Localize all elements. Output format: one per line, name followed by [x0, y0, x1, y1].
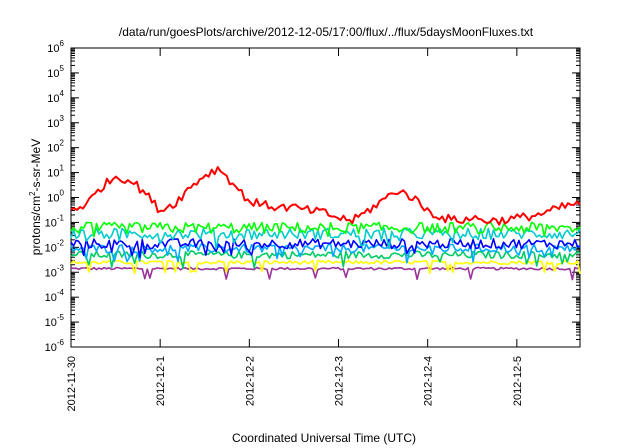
y-tick-label: 101	[47, 164, 64, 180]
y-axis-label-sup: 2	[28, 191, 37, 196]
y-tick-label: 106	[47, 39, 64, 55]
y-axis-label-pre: protons/cm	[29, 196, 43, 255]
x-tick-label: 2012-12-5	[512, 356, 524, 406]
series-group	[70, 166, 581, 281]
y-tick-label: 10-3	[45, 263, 65, 279]
x-tick-label: 2012-12-2	[244, 356, 256, 406]
series-line-6	[70, 259, 581, 275]
series-line-1	[70, 221, 581, 238]
y-axis: 106 105 104 103 102 101 100 10-1 10-2 10-3 10-4 10-…	[45, 39, 580, 354]
y-tick-label: 103	[47, 114, 64, 130]
y-tick-label: 104	[47, 89, 64, 105]
y-tick-label: 10-6	[45, 338, 65, 354]
x-tick-label: 2012-12-4	[423, 356, 435, 406]
x-tick-label: 2012-11-30	[66, 356, 78, 411]
y-tick-label: 105	[47, 64, 64, 80]
y-tick-label: 10-1	[45, 213, 65, 229]
y-tick-label: 10-4	[45, 288, 65, 304]
x-tick-label: 2012-12-3	[334, 356, 346, 406]
y-tick-label: 100	[47, 189, 64, 205]
series-line-0	[70, 166, 581, 226]
x-axis: 2012-11-30 2012-12-1 2012-12-2 2012-12-3 201…	[66, 48, 524, 411]
series-line-3	[70, 238, 581, 259]
x-tick-label: 2012-12-1	[155, 356, 167, 406]
plot-frame	[70, 47, 581, 348]
series-line-5	[70, 250, 581, 270]
y-tick-label: 102	[47, 139, 64, 155]
y-tick-label: 10-2	[45, 238, 65, 254]
series-line-7	[70, 266, 581, 281]
chart-title: /data/run/goesPlots/archive/2012-12-05/1…	[119, 25, 534, 39]
series-line-4	[70, 243, 581, 264]
y-tick-label: 10-5	[45, 313, 65, 329]
y-axis-label-post: -s-sr-MeV	[29, 139, 43, 192]
y-axis-label: protons/cm2-s-sr-MeV	[28, 139, 43, 255]
x-axis-label: Coordinated Universal Time (UTC)	[232, 431, 416, 445]
